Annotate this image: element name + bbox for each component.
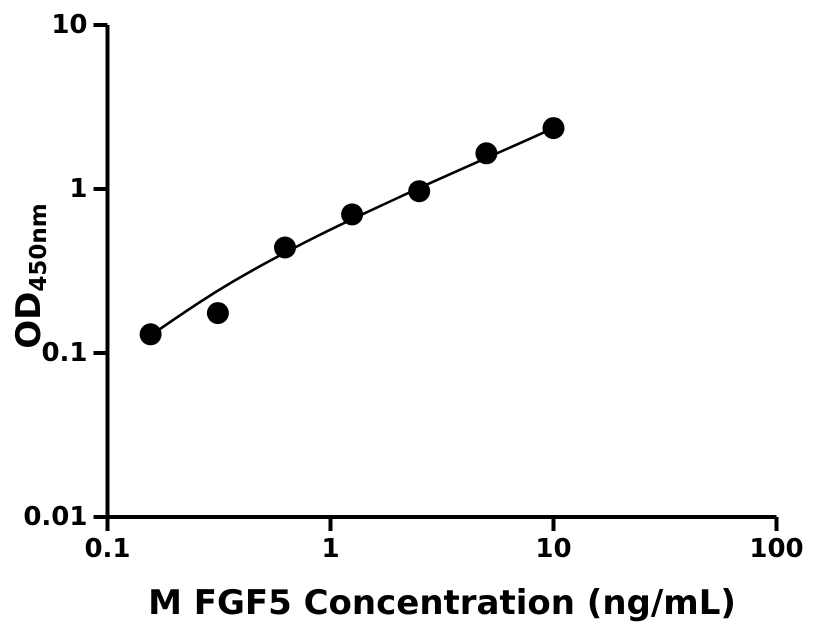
y-axis-title-main: OD [9,292,49,349]
data-points [139,117,565,346]
data-point-marker [139,323,162,346]
axes [93,23,779,531]
y-tick-label: 0.1 [41,338,87,368]
x-tick-label: 100 [749,534,803,564]
y-tick-label: 10 [51,10,87,40]
axis-spines [105,25,777,519]
y-tick-label: 0.01 [23,502,87,532]
x-axis-title: M FGF5 Concentration (ng/mL) [148,583,736,623]
data-point-marker [274,236,296,259]
x-tick-label: 0.1 [84,534,130,564]
x-tick-label: 10 [535,534,571,564]
y-tick-label: 1 [69,174,87,204]
data-point-marker [408,180,431,203]
y-axis-title: OD450nm [9,203,52,349]
data-point-marker [542,117,565,140]
data-point-marker [475,142,498,165]
fit-curve-line [149,126,555,337]
x-axis-tick-labels: 0.1 1 10 100 [84,534,803,564]
y-axis-title-subscript: 450nm [26,203,52,291]
data-point-marker [341,203,364,226]
y-axis-tick-labels: 0.01 0.1 1 10 [23,10,87,532]
data-point-marker [206,302,229,325]
x-tick-label: 1 [321,534,339,564]
